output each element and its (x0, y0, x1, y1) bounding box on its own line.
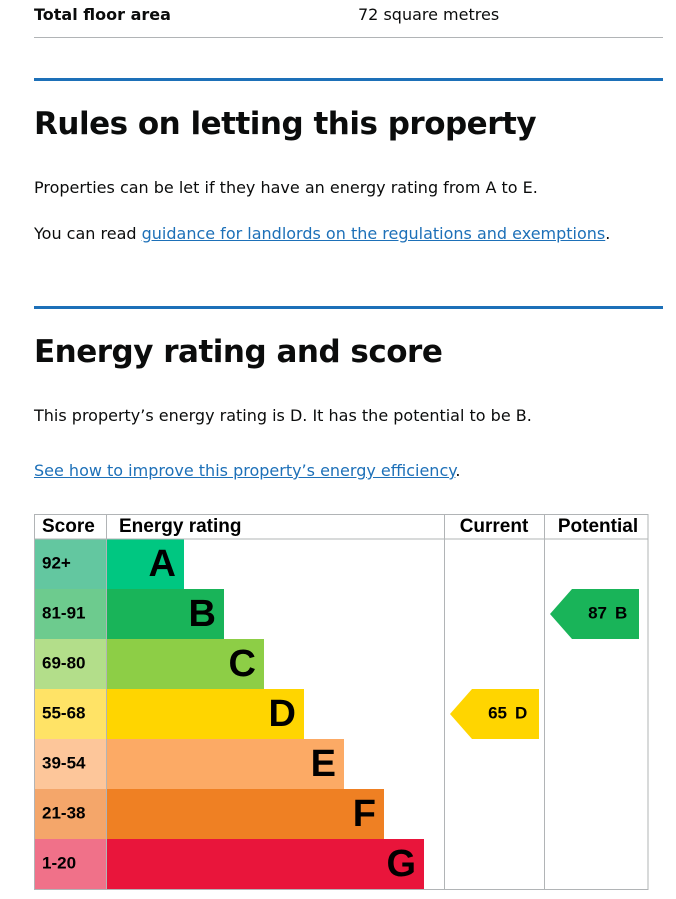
paragraph: You can read guidance for landlords on t… (34, 224, 610, 243)
rating-score: 65 (488, 703, 507, 722)
band-letter: E (311, 743, 336, 785)
score-cell (34, 839, 106, 889)
score-label: 21-38 (42, 803, 85, 822)
section-rule (34, 306, 663, 309)
band-bar (106, 589, 224, 639)
paragraph: Properties can be let if they have an en… (34, 178, 538, 197)
band-bar (106, 639, 264, 689)
score-label: 81-91 (42, 603, 85, 622)
header: Score (42, 516, 95, 537)
score-cell (34, 539, 106, 589)
band-bar (106, 839, 424, 889)
score-label: 39-54 (42, 753, 86, 772)
table-border (34, 514, 649, 890)
rating-arrow (450, 689, 539, 739)
header: Potential (558, 516, 638, 537)
link[interactable]: See how to improve this property’s energ… (34, 461, 456, 480)
summary-value: 72 square metres (358, 5, 500, 24)
paragraph: This property’s energy rating is D. It h… (34, 406, 532, 425)
score-cell (34, 739, 106, 789)
section-rule (34, 78, 663, 81)
score-cell (34, 789, 106, 839)
score-cell (34, 589, 106, 639)
rating-arrow (550, 589, 639, 639)
link[interactable]: guidance for landlords on the regulation… (141, 224, 606, 243)
rating-score: 87 (588, 603, 607, 622)
heading: Energy rating and score (34, 334, 443, 370)
score-cell (34, 639, 106, 689)
band-letter: C (229, 643, 256, 685)
paragraph: See how to improve this property’s energ… (34, 461, 461, 480)
score-label: 55-68 (42, 703, 85, 722)
header: Energy rating (119, 516, 241, 537)
epc-chart: Score Energy rating Current Potential 92+ A 81… (34, 514, 649, 890)
band-bar (106, 789, 384, 839)
rating-band: B (615, 603, 627, 622)
rating-band: D (515, 703, 527, 722)
band-letter: A (149, 543, 176, 585)
band-letter: D (269, 693, 296, 735)
band-letter: F (353, 793, 376, 835)
band-letter: G (386, 843, 416, 885)
text: . (455, 461, 461, 480)
text: . (605, 224, 611, 243)
score-cell (34, 689, 106, 739)
summary-label: Total floor area (34, 5, 171, 24)
header: Current (460, 516, 529, 537)
band-bar (106, 539, 184, 589)
text: You can read (34, 224, 142, 243)
divider (34, 37, 663, 38)
score-label: 69-80 (42, 653, 85, 672)
band-bar (106, 739, 344, 789)
band-letter: B (189, 593, 216, 635)
score-label: 1-20 (42, 853, 76, 872)
band-bar (106, 689, 304, 739)
heading: Rules on letting this property (34, 106, 537, 142)
score-label: 92+ (42, 553, 71, 572)
